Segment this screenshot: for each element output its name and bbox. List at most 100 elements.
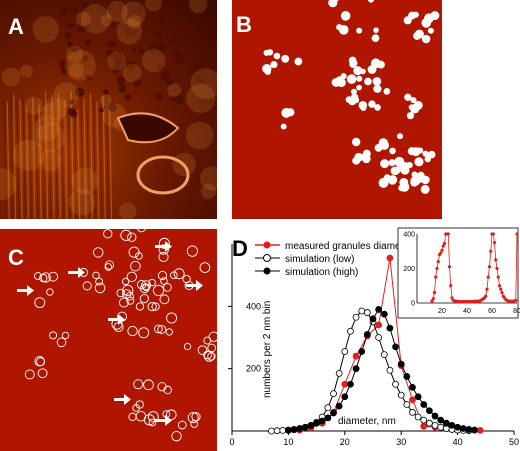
micrograph-stripe — [35, 95, 39, 219]
series-point — [375, 334, 383, 341]
granule-outline — [151, 302, 160, 311]
micrograph-stripe — [19, 100, 23, 219]
granule-outline — [125, 292, 134, 301]
micrograph-highlight — [0, 168, 17, 201]
granule-outline — [95, 277, 104, 286]
granule-dot — [403, 16, 412, 25]
micrograph-granule — [172, 50, 182, 60]
granule-dot — [346, 74, 357, 84]
micrograph-highlight — [122, 63, 142, 83]
micrograph-granule — [103, 89, 109, 95]
micrograph-highlight — [35, 122, 65, 153]
granule-outline — [34, 297, 46, 309]
granule-dot — [348, 56, 357, 65]
inset-series-point — [500, 291, 504, 295]
granule-dot — [353, 66, 363, 76]
series-point — [347, 380, 354, 388]
granule-outline — [82, 281, 92, 291]
micrograph-granule — [170, 96, 176, 102]
micrograph-highlight — [12, 139, 45, 171]
granule-dot — [404, 93, 412, 101]
micrograph-granule — [70, 6, 78, 14]
micrograph-stripe — [80, 92, 84, 219]
granule-outline — [127, 232, 137, 242]
micrograph-granule — [74, 87, 85, 97]
granule-outline — [186, 245, 198, 257]
granule-outline — [121, 277, 130, 286]
legend-label-sim-low: simulation (low) — [285, 254, 354, 265]
micrograph-highlight — [34, 115, 60, 142]
micrograph-granule — [84, 39, 92, 47]
inset-series-point — [456, 300, 460, 304]
micrograph-stripe — [89, 93, 93, 219]
series-point — [397, 391, 405, 399]
granule-outline — [157, 270, 168, 281]
micrograph-granule — [82, 23, 90, 31]
series-point — [425, 419, 433, 427]
series-line — [288, 308, 475, 431]
series-point — [335, 369, 343, 377]
micrograph-highlight — [121, 1, 146, 27]
series-point — [420, 422, 428, 430]
inset-x-tick-label: 20 — [438, 308, 446, 315]
granule-outline — [36, 357, 45, 367]
granule-outline — [46, 288, 54, 296]
x-tick-label: 30 — [396, 437, 406, 447]
series-point — [397, 362, 405, 369]
micrograph-highlight — [71, 167, 99, 195]
granule-outline — [165, 328, 173, 336]
panel-label-d: D — [232, 236, 248, 261]
series-point — [420, 401, 428, 408]
series-point — [459, 426, 467, 434]
granule-outline — [208, 331, 217, 342]
micrograph-granule — [67, 22, 74, 29]
micrograph-granule — [190, 25, 200, 35]
granule-dot — [340, 11, 351, 21]
micrograph-granule — [106, 49, 115, 57]
micrograph-stripe — [25, 107, 29, 219]
granule-dot — [427, 150, 436, 159]
inset-chart: 20 40 60 80 0 200 400 — [397, 227, 520, 319]
micrograph-granule — [85, 74, 92, 81]
granule-outline — [104, 260, 115, 270]
micrograph-stripe — [54, 103, 58, 219]
micrograph-highlight — [185, 121, 214, 150]
micrograph-highlight — [106, 0, 128, 23]
micrograph-highlight — [68, 62, 85, 78]
arrow-icon — [186, 280, 203, 291]
micrograph-stripe — [105, 93, 109, 219]
granule-dot — [356, 84, 362, 91]
granule-dot — [350, 88, 357, 95]
series-point — [414, 393, 422, 401]
granule-outline — [128, 412, 137, 421]
series-point — [392, 380, 399, 388]
micrograph-stripe — [45, 91, 49, 219]
granule-dot — [430, 11, 440, 20]
granule-dot — [413, 31, 422, 40]
series-point — [442, 425, 450, 432]
granule-outline — [104, 263, 113, 271]
legend-label-measured: measured granules diameter — [285, 241, 413, 252]
micrograph-granule — [106, 17, 116, 27]
granule-outline — [171, 430, 182, 442]
inset-series-point — [457, 300, 462, 304]
granule-dot — [263, 49, 270, 56]
y-tick-label: 400 — [246, 301, 261, 311]
granule-dot — [328, 0, 338, 8]
inset-y-tick-label: 0 — [411, 301, 415, 308]
series-point — [290, 426, 298, 434]
granule-dot — [421, 34, 431, 44]
micrograph-granule — [171, 16, 179, 23]
granule-outline — [34, 272, 42, 280]
panel-label-a: A — [8, 14, 24, 39]
series-point — [324, 414, 332, 422]
micrograph-granule — [196, 75, 205, 84]
micrograph-granule — [112, 51, 123, 62]
granule-dot — [414, 157, 424, 167]
series-point — [341, 348, 349, 355]
micrograph-highlight — [1, 67, 21, 87]
granule-outline-map — [17, 229, 217, 442]
micrograph-granule — [194, 81, 200, 88]
series-point — [307, 421, 315, 429]
